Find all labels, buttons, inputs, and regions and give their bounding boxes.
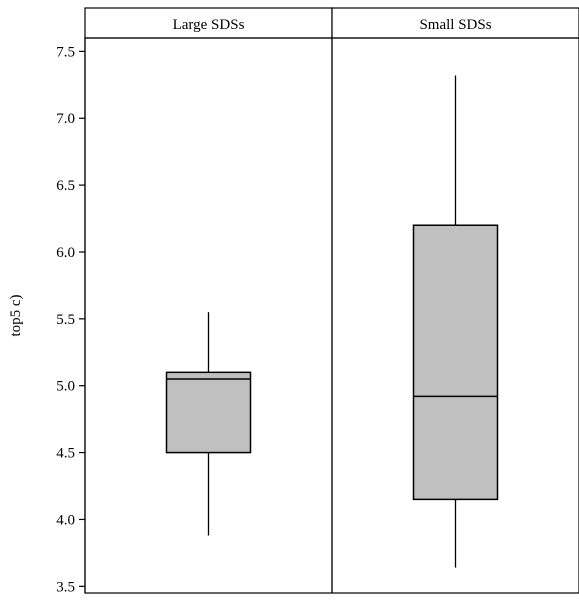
- y-tick-label-6: 6.5: [56, 178, 75, 194]
- panel-strip-label-2: Small SDSs: [419, 17, 491, 33]
- panel-strip-2: [331, 7, 579, 39]
- y-tick-label-7: 7.0: [56, 111, 75, 127]
- y-tick-label-2: 4.5: [56, 446, 75, 462]
- box-1: [165, 371, 252, 454]
- y-axis-label: top5 c): [8, 294, 24, 336]
- y-tick-label-4: 5.5: [56, 312, 75, 328]
- y-tick-label-1: 4.0: [56, 512, 75, 528]
- panel-frame-2: [331, 37, 579, 594]
- panel-strip-1: [84, 7, 333, 39]
- y-tick-label-3: 5.0: [56, 379, 75, 395]
- y-tick-label-8: 7.5: [56, 44, 75, 60]
- y-tick-label-5: 6.0: [56, 245, 75, 261]
- box-2: [412, 224, 499, 501]
- y-tick-label-0: 3.5: [56, 579, 75, 595]
- panel-strip-label-1: Large SDSs: [173, 17, 245, 33]
